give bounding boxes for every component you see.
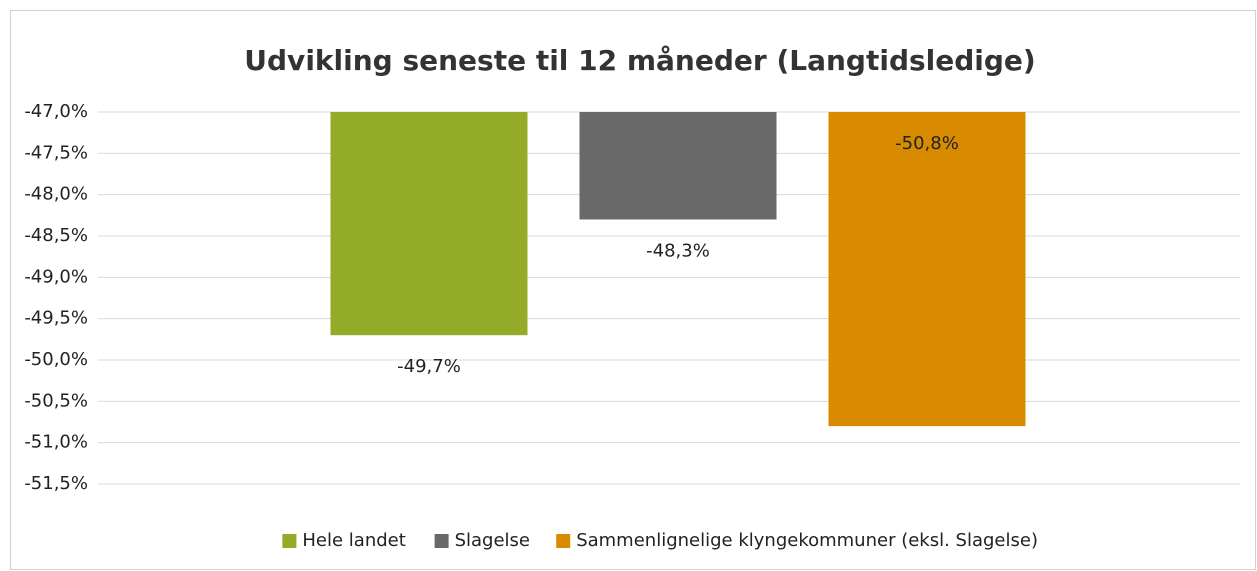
y-tick-label: -50,0% xyxy=(24,349,88,370)
y-tick-label: -49,0% xyxy=(24,266,88,287)
legend-swatch xyxy=(556,534,571,548)
value-label: -49,7% xyxy=(397,356,461,377)
y-tick-label: -51,0% xyxy=(24,432,88,453)
bar xyxy=(828,112,1026,427)
legend-swatch xyxy=(282,534,297,548)
chart-frame xyxy=(10,10,1256,570)
legend-label: Sammenlignelige klyngekommuner (eksl. Sl… xyxy=(576,530,1038,551)
value-label: -48,3% xyxy=(646,240,710,261)
y-tick-label: -51,5% xyxy=(24,473,88,494)
y-tick-label: -50,5% xyxy=(24,390,88,411)
y-tick-label: -49,5% xyxy=(24,308,88,329)
y-tick-label: -47,5% xyxy=(24,142,88,163)
legend-label: Hele landet xyxy=(302,530,405,551)
legend-swatch xyxy=(434,534,449,548)
y-tick-label: -48,5% xyxy=(24,225,88,246)
value-label: -50,8% xyxy=(895,133,959,154)
bar xyxy=(579,112,777,220)
legend-label: Slagelse xyxy=(455,530,530,551)
chart-title: Udvikling seneste til 12 måneder (Langti… xyxy=(244,44,1035,77)
y-tick-label: -48,0% xyxy=(24,184,88,205)
y-tick-label: -47,0% xyxy=(24,101,88,122)
bar xyxy=(330,112,528,336)
